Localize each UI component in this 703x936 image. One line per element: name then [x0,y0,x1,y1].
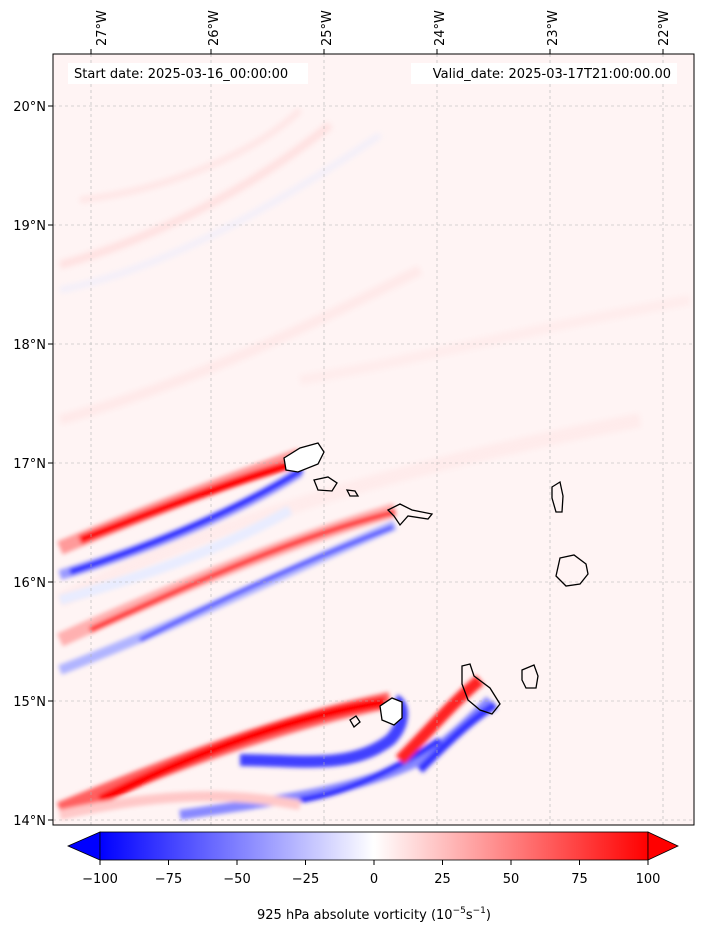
lon-tick-25w: 25°W [320,10,335,46]
lat-tick-20n: 20°N [13,100,46,115]
colorbar-extend-low [67,831,101,861]
gridlines [53,54,694,825]
colorbar-tick-label: 0 [370,872,378,887]
island-boa-vista [555,554,589,587]
island-maio [521,664,539,689]
island-brava [349,715,361,728]
lon-tick-27w: 27°W [95,10,110,46]
colorbar-gradient [99,831,649,861]
colorbar-tick-label: −25 [292,872,319,887]
island-santiago [461,663,501,715]
colorbar-tick-label: −50 [223,872,250,887]
colorbar-tick-label: −75 [155,872,182,887]
map-frame [52,53,695,826]
lat-tick-15n: 15°N [13,695,46,710]
colorbar-tick-label: 25 [434,872,451,887]
lat-tick-17n: 17°N [13,457,46,472]
island-sao-vicente [313,476,338,492]
colorbar-extend-high [647,831,679,861]
lat-axis: 20°N 19°N 18°N 17°N 16°N 15°N 14°N [13,100,53,829]
lat-tick-16n: 16°N [13,576,46,591]
valid-date-label: Valid_date: 2025-03-17T21:00:00.00 [433,67,671,82]
island-santa-luzia [345,489,360,497]
lon-tick-24w: 24°W [433,10,448,46]
island-sal [551,480,564,513]
island-fogo [379,697,403,726]
lat-tick-19n: 19°N [13,219,46,234]
island-santo-antao [283,442,325,473]
lon-tick-26w: 26°W [207,10,222,46]
lon-tick-22w: 22°W [657,10,672,46]
coastlines [283,442,589,728]
colorbar-tick-label: 100 [636,872,661,887]
colorbar-label: 925 hPa absolute vorticity (10−5s−1) [257,906,491,923]
colorbar-tick-label: 50 [503,872,520,887]
island-sao-nicolau [386,503,434,527]
start-date-label: Start date: 2025-03-16_00:00:00 [74,67,288,82]
colorbar: −100 −75 −50 −25 0 25 50 75 100 925 hPa absolute… [67,831,679,923]
colorbar-tick-label: 75 [571,872,588,887]
lat-tick-18n: 18°N [13,338,46,353]
lon-tick-23w: 23°W [546,10,561,46]
lat-tick-14n: 14°N [13,814,46,829]
colorbar-tick-label: −100 [82,872,118,887]
lon-axis: 27°W 26°W 25°W 24°W 23°W 22°W [90,10,672,54]
vorticity-field [53,54,694,825]
